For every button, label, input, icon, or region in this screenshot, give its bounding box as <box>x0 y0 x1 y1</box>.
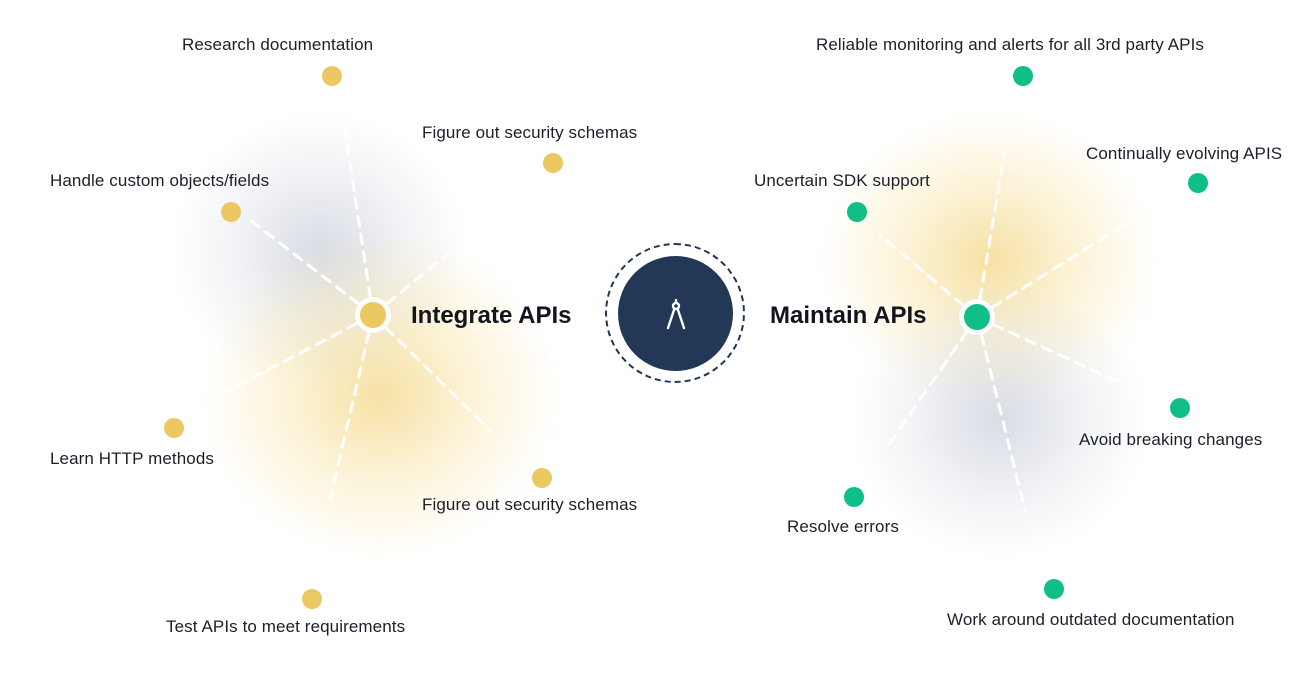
spoke-left-test <box>328 313 375 502</box>
integrate-item-label: Figure out security schemas <box>422 123 638 142</box>
maintain-hub-dot <box>959 299 995 335</box>
maintain-item-dot <box>1013 66 1033 86</box>
spoke-left-custom <box>248 218 375 317</box>
spoke-right-breaking <box>975 315 1127 387</box>
spoke-right-monitoring <box>975 148 1007 319</box>
integrate-item-dot <box>221 202 241 222</box>
integrate-title: Integrate APIs <box>411 302 572 329</box>
maintain-item-label: Reliable monitoring and alerts for all 3… <box>816 35 1204 54</box>
center-dashed-ring <box>605 243 745 383</box>
maintain-item-label: Avoid breaking changes <box>1079 430 1263 449</box>
integrate-item-label: Figure out security schemas <box>422 495 638 514</box>
maintain-item-label: Resolve errors <box>787 517 899 536</box>
integrate-item-dot <box>543 153 563 173</box>
integrate-item-label: Learn HTTP methods <box>50 449 215 468</box>
maintain-title: Maintain APIs <box>770 302 927 329</box>
maintain-item-label: Continually evolving APIS <box>1086 144 1283 163</box>
integrate-item-dot <box>164 418 184 438</box>
spoke-left-security-bottom <box>371 313 492 432</box>
integrate-item-dot <box>322 66 342 86</box>
center-circle <box>618 256 733 371</box>
maintain-item-dot <box>1170 398 1190 418</box>
maintain-item-dot <box>844 487 864 507</box>
spoke-left-research <box>343 128 375 317</box>
spoke-left-security-top <box>371 193 522 317</box>
spoke-right-evolving <box>975 213 1142 319</box>
integrate-item-dot <box>532 468 552 488</box>
spoke-right-sdk <box>878 233 979 319</box>
maintain-item-dot <box>847 202 867 222</box>
spoke-right-outdated <box>975 315 1027 512</box>
spoke-right-errors <box>883 315 979 452</box>
integrate-item-label: Handle custom objects/fields <box>50 171 270 190</box>
integrate-item-label: Research documentation <box>182 35 374 54</box>
spoke-left-http <box>218 313 375 397</box>
maintain-item-label: Uncertain SDK support <box>754 171 930 190</box>
maintain-item-label: Work around outdated documentation <box>947 610 1235 629</box>
maintain-item-dot <box>1044 579 1064 599</box>
integrate-item-dot <box>302 589 322 609</box>
compass-icon <box>666 299 686 330</box>
integrate-item-label: Test APIs to meet requirements <box>166 617 406 636</box>
integrate-hub-dot <box>355 297 391 333</box>
maintain-item-dot <box>1188 173 1208 193</box>
